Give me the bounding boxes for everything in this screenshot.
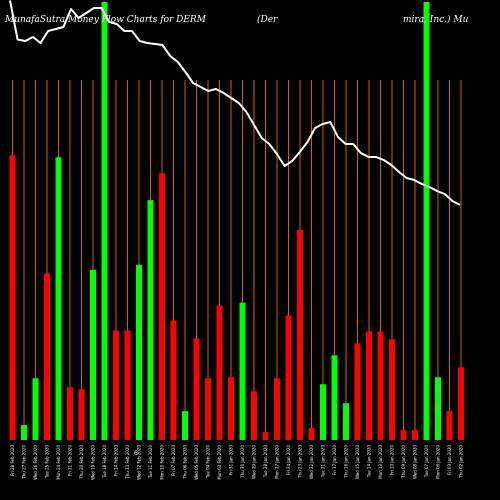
volume-bar-25	[285, 315, 292, 440]
x-tick-label: Tue 07 Jan 2020	[424, 445, 429, 479]
x-tick-label: Fri 07 Feb 2020	[171, 445, 176, 476]
x-tick-label: Tue 04 Feb 2020	[206, 445, 211, 479]
x-tick-label: Fri 28 Feb 2020	[10, 445, 15, 476]
x-tick-label: Fri 10 Jan 2020	[390, 445, 395, 475]
volume-bar-12	[136, 264, 142, 440]
x-tick-label: Fri 21 Feb 2020	[68, 445, 73, 476]
price-line-layer	[9, 0, 461, 206]
x-tick-label: Tue 21 Jan 2020	[321, 445, 326, 479]
volume-bar-4	[44, 273, 50, 440]
volume-bar-31	[354, 343, 361, 440]
x-tick-label: Thu 16 Jan 2020	[344, 445, 349, 479]
volume-bar-34	[389, 339, 395, 440]
x-tick-label: Tue 14 Jan 2020	[367, 445, 372, 479]
volume-bar-13	[147, 200, 154, 440]
x-tick-label: Fri 24 Jan 2020	[286, 445, 291, 475]
x-tick-label: Mon 13 Jan 2020	[378, 445, 383, 479]
x-tick-label: Fri 17 Jan 2020	[332, 445, 337, 475]
volume-bar-27	[308, 428, 315, 440]
x-tick-label: Mon 24 Feb 2020	[56, 445, 61, 480]
volume-bar-8	[90, 269, 96, 440]
x-tick-label: Wed 05 Feb 2020	[194, 445, 199, 480]
volume-bar-14	[159, 173, 165, 440]
x-tick-label: Mon 06 Jan 2020	[436, 445, 441, 479]
chart-title-right: mira, Inc.) Mu	[403, 14, 469, 25]
x-tick-label: Wed 22 Jan 2020	[309, 445, 314, 479]
volume-bar-7	[78, 389, 85, 440]
x-tick-label: Tue 18 Feb 2020	[102, 445, 107, 479]
x-tick-label: Thu 06 Feb 2020	[183, 445, 188, 480]
x-tick-label: Fri 14 Feb 2020	[114, 445, 119, 476]
volume-bar-2	[21, 425, 27, 440]
volume-bar-18	[205, 378, 211, 440]
volume-bar-32	[366, 331, 372, 440]
x-tick-label: Thu 27 Feb 2020	[22, 445, 27, 480]
x-tick-label: Fri 03 Jan 2020	[447, 445, 452, 475]
volume-bar-6	[67, 387, 73, 440]
x-tick-label: Wed 08 Jan 2020	[413, 445, 418, 479]
x-tick-label: Tue 25 Feb 2020	[45, 445, 50, 479]
volume-bar-19	[216, 305, 223, 440]
chart-title-left: MunafaSutra Money Flow Charts for DERM	[4, 15, 207, 25]
volume-bar-17	[193, 338, 200, 440]
x-tick-label: Thu 30 Jan 2020	[240, 445, 245, 479]
volume-bars	[9, 2, 464, 441]
x-tick-label: Mon 03 Feb 2020	[217, 445, 222, 480]
volume-bar-26	[297, 229, 303, 440]
volume-bar-1	[9, 155, 16, 441]
volume-bar-11	[124, 330, 131, 440]
volume-bar-9	[101, 2, 108, 440]
x-tick-label: Wed 29 Jan 2020	[252, 445, 257, 479]
volume-bar-3	[32, 378, 39, 440]
volume-bar-21	[239, 302, 246, 440]
x-tick-label: Thu 09 Jan 2020	[401, 445, 406, 479]
volume-bar-15	[170, 320, 177, 440]
price-line	[9, 0, 461, 206]
volume-bar-16	[182, 411, 188, 440]
volume-bar-5	[55, 157, 62, 441]
x-tick-label: Wed 15 Jan 2020	[355, 445, 360, 479]
volume-bar-22	[251, 391, 257, 440]
volume-bar-35	[400, 430, 407, 440]
x-tick-label: Thu 02 Jan 2020	[459, 445, 464, 479]
x-tick-label: Tue 28 Jan 2020	[263, 445, 268, 479]
volume-bar-23	[262, 432, 269, 440]
volume-bar-38	[435, 377, 441, 440]
volume-bar-33	[377, 331, 384, 440]
volume-bar-28	[320, 384, 326, 440]
x-tick-label: Mon 10 Feb 2020	[160, 445, 165, 480]
volume-bar-40	[458, 367, 464, 440]
x-tick-label: Wed 12 Feb 2020	[137, 445, 142, 480]
x-tick-label: Tue 11 Feb 2020	[148, 445, 153, 479]
x-tick-labels: Fri 28 Feb 2020 Thu 27 Feb 2020 Wed 26 Feb…	[10, 445, 464, 480]
volume-bar-20	[228, 377, 234, 440]
volume-bar-36	[412, 430, 418, 440]
x-tick-label: Mon 27 Jan 2020	[275, 445, 280, 479]
volume-bar-24	[274, 378, 280, 440]
x-tick-label: Thu 20 Feb 2020	[79, 445, 84, 480]
x-tick-label: Wed 19 Feb 2020	[91, 445, 96, 480]
x-tick-label: Fri 31 Jan 2020	[229, 445, 234, 475]
volume-bar-10	[113, 330, 119, 440]
volume-bar-29	[331, 355, 338, 440]
volume-bar-37	[423, 2, 430, 440]
volume-bar-30	[343, 403, 349, 440]
volume-bar-39	[446, 411, 453, 440]
chart-title-middle: (Der	[257, 14, 278, 25]
x-tick-label: Wed 26 Feb 2020	[33, 445, 38, 480]
x-tick-label: Thu 23 Jan 2020	[298, 445, 303, 479]
x-tick-label: Thu 13 Feb 2020	[125, 445, 130, 480]
extra-axis-label: 6	[134, 450, 138, 457]
